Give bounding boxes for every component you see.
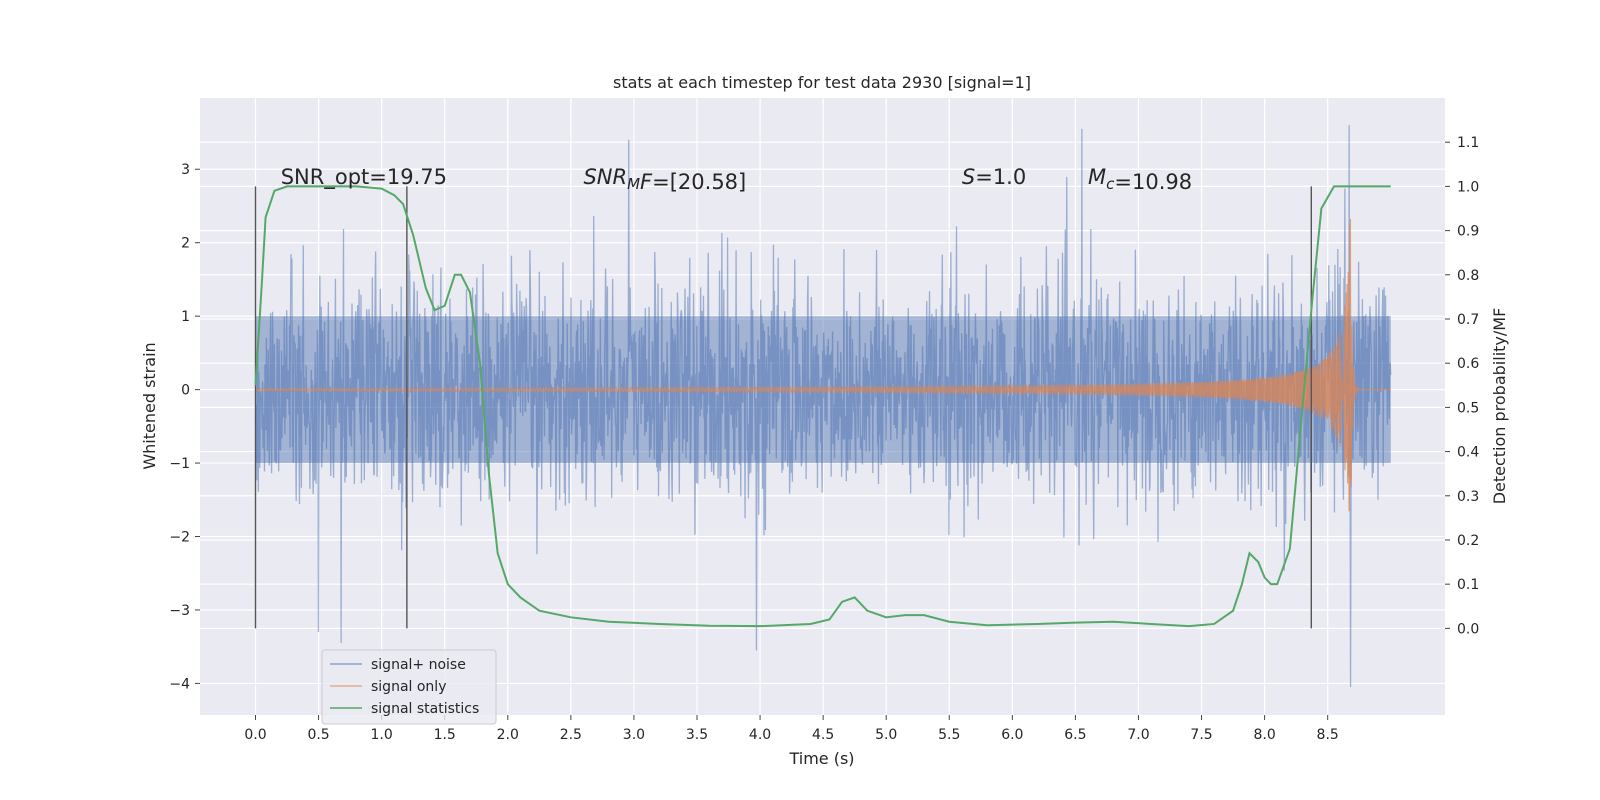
x-tick-label-17: 8.5 — [1317, 727, 1339, 743]
line-signal-only — [254, 218, 1391, 512]
y-right-tick-label-4: 0.7 — [1457, 312, 1479, 328]
y-right-axis-ticks: 1.1 1.0 0.9 0.8 0.7 0.6 0.5 0.4 0.3 0.2 0.1 0.0 — [1445, 135, 1479, 637]
legend-label-signal-only: signal only — [371, 679, 446, 695]
y-right-tick-label-6: 0.5 — [1457, 400, 1479, 416]
y-right-tick-label-11: 0.0 — [1457, 621, 1479, 637]
y-tick-label-4: −1 — [169, 456, 190, 472]
annotation-3: Mc=10.98 — [1088, 165, 1192, 194]
x-tick-label-13: 6.5 — [1064, 727, 1086, 743]
y-right-tick-label-1: 1.0 — [1457, 179, 1479, 195]
x-tick-label-3: 1.5 — [434, 727, 456, 743]
y-right-tick-label-0: 1.1 — [1457, 135, 1479, 151]
y-axis-label: Whitened strain — [140, 342, 159, 469]
chart-title: stats at each timestep for test data 293… — [613, 73, 1031, 92]
line-signal-statistics — [254, 185, 1391, 628]
y-right-axis-label: Detection probability/MF — [1490, 308, 1509, 505]
x-axis-label: Time (s) — [788, 749, 854, 768]
x-tick-label-12: 6.0 — [1001, 727, 1023, 743]
x-tick-label-11: 5.5 — [938, 727, 960, 743]
y-axis-ticks: 3 2 1 0 −1 −2 −3 −4 — [169, 162, 200, 692]
x-tick-label-7: 3.5 — [686, 727, 708, 743]
x-tick-label-2: 1.0 — [371, 727, 393, 743]
legend-label-signal-plus-noise: signal+ noise — [371, 657, 466, 673]
line-signal-plus-noise — [254, 125, 1392, 688]
annotation-1: SNRMF=[20.58] — [583, 165, 746, 194]
y-right-tick-label-9: 0.2 — [1457, 533, 1479, 549]
y-right-tick-label-8: 0.3 — [1457, 489, 1479, 505]
x-axis-ticks: 0.0 0.5 1.0 1.5 2.0 2.5 3.0 3.5 4.0 4.5 5.0 5.5 6.0 6… — [244, 715, 1339, 743]
y-right-tick-label-3: 0.8 — [1457, 268, 1479, 284]
series-signal-statistics — [254, 185, 1391, 628]
y-tick-label-3: 0 — [181, 383, 190, 399]
y-right-tick-label-7: 0.4 — [1457, 445, 1479, 461]
vertical-markers — [254, 186, 1312, 629]
y-right-tick-label-5: 0.6 — [1457, 356, 1479, 372]
annotations: SNR_opt=19.75 SNRMF=[20.58] S=1.0 Mc=10.98 — [281, 165, 1192, 194]
legend-label-signal-statistics: signal statistics — [371, 701, 479, 717]
y-tick-label-1: 2 — [181, 236, 190, 252]
series-signal-only — [254, 218, 1391, 512]
legend-box — [321, 649, 497, 725]
legend: signal+ noise signal only signal statist… — [321, 649, 497, 725]
x-tick-label-9: 4.5 — [812, 727, 834, 743]
x-tick-label-0: 0.0 — [244, 727, 266, 743]
x-tick-label-1: 0.5 — [307, 727, 329, 743]
y-right-tick-label-2: 0.9 — [1457, 224, 1479, 240]
annotation-2: S=1.0 — [962, 165, 1026, 189]
x-tick-label-4: 2.0 — [497, 727, 519, 743]
x-tick-label-6: 3.0 — [623, 727, 645, 743]
x-tick-label-14: 7.0 — [1127, 727, 1149, 743]
y-tick-label-0: 3 — [181, 162, 190, 178]
y-tick-label-7: −4 — [169, 676, 190, 692]
x-tick-label-15: 7.5 — [1190, 727, 1212, 743]
y-tick-label-5: −2 — [169, 530, 190, 546]
y-right-tick-label-10: 0.1 — [1457, 577, 1479, 593]
x-tick-label-8: 4.0 — [749, 727, 771, 743]
x-tick-label-5: 2.5 — [560, 727, 582, 743]
annotation-0: SNR_opt=19.75 — [281, 165, 447, 190]
x-tick-label-10: 5.0 — [875, 727, 897, 743]
y-tick-label-6: −3 — [169, 603, 190, 619]
x-tick-label-16: 8.0 — [1253, 727, 1275, 743]
y-tick-label-2: 1 — [181, 309, 190, 325]
